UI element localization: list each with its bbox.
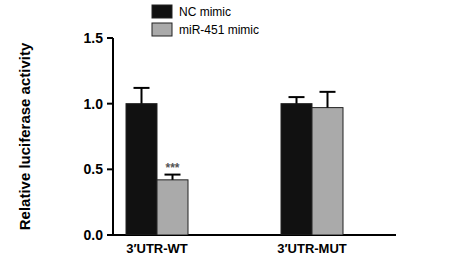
error-bar <box>320 92 336 108</box>
error-cap <box>320 91 336 93</box>
y-tick-label: 0.5 <box>84 161 104 177</box>
y-tick-label: 1.5 <box>84 30 104 46</box>
annotation: *** <box>165 161 179 175</box>
bar <box>157 180 188 235</box>
y-tick <box>107 37 113 39</box>
y-axis <box>112 38 114 235</box>
y-tick <box>107 234 113 236</box>
y-tick <box>107 103 113 105</box>
legend-swatch <box>152 23 172 36</box>
bar <box>281 104 312 235</box>
legend-label: miR-451 mimic <box>179 23 259 37</box>
error-cap <box>134 87 150 89</box>
error-bar <box>165 175 181 180</box>
error-line <box>327 92 329 108</box>
x-tick-label: 3′UTR-MUT <box>277 241 347 256</box>
legend-label: NC mimic <box>179 5 231 19</box>
bars <box>126 88 343 235</box>
y-tick-label: 1.0 <box>84 96 104 112</box>
bar <box>126 104 157 235</box>
x-tick-label: 3′UTR-WT <box>126 241 188 256</box>
chart: 0.0 0.5 1.0 1.5 Relative luciferase activity… <box>0 0 476 277</box>
legend-swatch <box>152 5 172 18</box>
y-tick <box>107 168 113 170</box>
error-line <box>141 88 143 104</box>
error-cap <box>289 96 305 98</box>
y-tick-label: 0.0 <box>84 227 104 243</box>
error-bar <box>289 97 305 104</box>
bar <box>312 108 343 235</box>
y-axis-label: Relative luciferase activity <box>16 42 33 230</box>
error-bar <box>134 88 150 104</box>
